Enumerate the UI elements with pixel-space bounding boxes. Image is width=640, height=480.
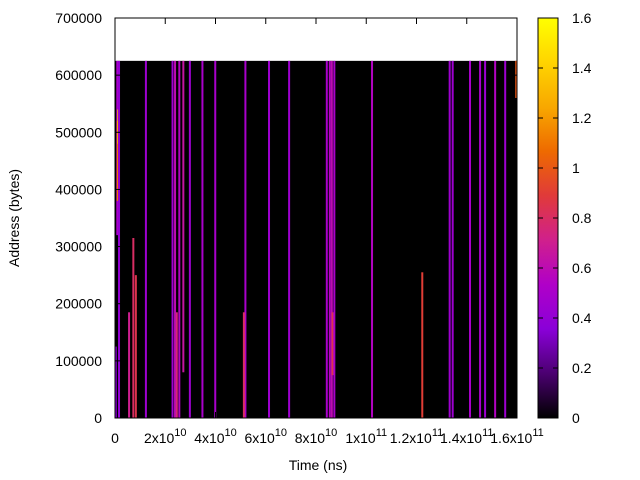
x-tick-label: 4x1010 xyxy=(194,427,237,446)
heatmap-streak xyxy=(484,60,487,418)
x-tick-label: 1.4x1011 xyxy=(440,427,493,446)
heatmap-streak xyxy=(144,60,147,418)
heatmap-streak xyxy=(188,60,191,418)
x-tick-exponent: 11 xyxy=(432,427,443,439)
y-tick-label: 700000 xyxy=(55,10,102,26)
y-tick-label: 400000 xyxy=(55,181,102,197)
colorbar-tick-label: 1.4 xyxy=(572,60,592,76)
colorbar: 0 0.2 0.4 0.6 0.8 1 1.2 1.4 1.6 xyxy=(537,10,592,426)
y-tick-label: 200000 xyxy=(55,296,102,312)
heatmap-streak xyxy=(118,60,121,418)
heatmap-streak xyxy=(201,60,204,418)
plot-area xyxy=(114,60,518,418)
x-tick-label: 1.2x1011 xyxy=(390,427,443,446)
heatmap-streak xyxy=(479,60,482,418)
x-tick-label: 0 xyxy=(111,430,119,446)
heatmap-streak xyxy=(325,60,328,418)
heatmap-streak xyxy=(178,60,181,418)
heatmap-streak xyxy=(371,60,374,418)
x-axis-label: Time (ns) xyxy=(289,457,348,473)
y-tick-label: 100000 xyxy=(55,353,102,369)
heatmap-streak xyxy=(114,346,117,418)
x-tick-exponent: 10 xyxy=(225,427,237,439)
x-tick-label: 6x1010 xyxy=(244,427,287,446)
heatmap-streak xyxy=(448,60,451,418)
heatmap-streak xyxy=(515,60,518,98)
colorbar-tick-label: 1.6 xyxy=(572,10,592,26)
heatmap-streak xyxy=(182,60,185,373)
heatmap-streak xyxy=(268,60,271,418)
heatmap-streak xyxy=(469,60,472,418)
heatmap-streak xyxy=(132,238,135,418)
heatmap-streak xyxy=(494,60,497,418)
heatmap-streak xyxy=(421,272,424,418)
colorbar-tick-label: 0.6 xyxy=(572,260,592,276)
heatmap-streak xyxy=(116,120,119,201)
heatmap-streak xyxy=(175,312,178,418)
colorbar-tick-label: 0 xyxy=(572,410,580,426)
heatmap-streak xyxy=(451,60,454,418)
x-tick-exponent: 11 xyxy=(532,427,543,439)
heatmap-streak xyxy=(288,60,291,418)
colorbar-tick-label: 0.4 xyxy=(572,310,592,326)
x-tick-label: 1x1011 xyxy=(345,427,387,446)
colorbar-tick-label: 0.2 xyxy=(572,360,592,376)
colorbar-tick-label: 0.8 xyxy=(572,210,592,226)
y-axis-label: Address (bytes) xyxy=(6,169,22,267)
x-tick-exponent: 11 xyxy=(376,427,387,439)
x-tick-exponent: 10 xyxy=(275,427,287,439)
heatmap-streak xyxy=(244,60,247,418)
heatmap-streak xyxy=(331,312,334,376)
x-tick-exponent: 10 xyxy=(325,427,337,439)
heatmap-streak xyxy=(333,60,336,418)
heatmap-streak xyxy=(128,312,131,418)
heatmap-streak xyxy=(504,60,507,418)
heatmap-streak xyxy=(242,312,245,418)
y-tick-label: 300000 xyxy=(55,239,102,255)
x-tick-label: 1.6x1011 xyxy=(490,427,543,446)
axes: 0 100000 200000 300000 400000 500000 600000 700… xyxy=(55,10,543,446)
x-tick-label: 2x1010 xyxy=(144,427,187,446)
heatmap-streak xyxy=(174,60,177,418)
y-tick-label: 0 xyxy=(94,410,102,426)
x-tick-label: 8x1010 xyxy=(295,427,338,446)
colorbar-tick-label: 1 xyxy=(572,160,580,176)
x-tick-exponent: 11 xyxy=(482,427,493,439)
y-tick-label: 500000 xyxy=(55,124,102,140)
y-tick-label: 600000 xyxy=(55,67,102,83)
heatmap-streak xyxy=(214,60,217,418)
heatmap-streak xyxy=(134,275,137,418)
heatmap-streak xyxy=(171,60,174,418)
x-tick-exponent: 10 xyxy=(174,427,186,439)
heatmap-streak xyxy=(330,60,333,418)
heatmap-streak xyxy=(328,60,331,418)
colorbar-tick-label: 1.2 xyxy=(572,110,592,126)
